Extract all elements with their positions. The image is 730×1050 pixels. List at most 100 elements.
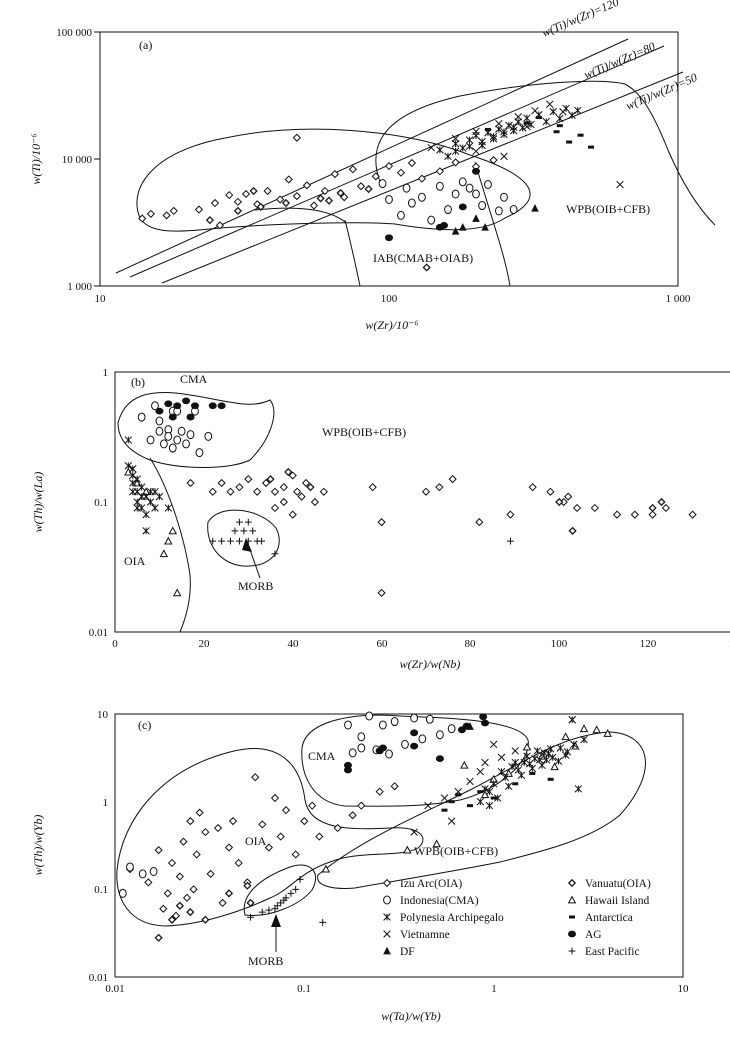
data-point-indonesia xyxy=(447,724,456,734)
data-point-ag xyxy=(164,400,173,408)
data-point-east-pacific xyxy=(236,537,243,545)
data-point-vanuatu xyxy=(336,188,345,198)
legend-entry-izu: Izu Arc(OIA) xyxy=(382,878,462,890)
data-point-izu xyxy=(390,782,399,791)
data-point-indonesia xyxy=(177,426,186,436)
data-point-izu xyxy=(396,168,406,177)
data-point-indonesia xyxy=(385,194,393,204)
legend-entry-east-pacific: East Pacific xyxy=(568,946,640,958)
data-point-izu xyxy=(340,193,349,202)
data-point-vietnam xyxy=(559,108,567,116)
data-point-izu xyxy=(226,487,235,496)
panel-a-xtick-2: 1 000 xyxy=(666,293,691,305)
data-point-polynesia xyxy=(556,114,564,123)
data-point-izu xyxy=(159,904,168,913)
data-point-izu xyxy=(371,172,380,181)
panel-a-ytick-0: 1 000 xyxy=(67,281,92,293)
data-point-df xyxy=(451,227,460,235)
legend-marker-izu xyxy=(382,878,392,888)
data-point-vanuatu xyxy=(175,901,184,910)
data-point-izu xyxy=(292,192,301,201)
data-point-izu xyxy=(564,492,573,501)
panel-c-letter: (c) xyxy=(138,718,151,732)
legend-entry-indonesia: Indonesia(CMA) xyxy=(383,895,479,907)
legend-entry-df: DF xyxy=(383,946,415,958)
data-point-izu xyxy=(276,832,285,841)
legend-symbol-df xyxy=(383,946,391,955)
data-point-indonesia xyxy=(451,189,460,199)
data-point-vanuatu xyxy=(364,184,373,194)
data-point-izu xyxy=(234,858,243,868)
data-point-izu xyxy=(241,189,251,199)
data-point-east-pacific xyxy=(227,537,234,545)
panel-a-xtick-0: 10 xyxy=(95,293,107,305)
data-point-east-pacific xyxy=(209,537,217,545)
data-point-indonesia xyxy=(407,198,416,208)
legend-entry-ag: AG xyxy=(568,929,602,941)
legend-label-antarctica: Antarctica xyxy=(585,912,633,924)
data-point-izu xyxy=(357,801,366,810)
data-point-izu xyxy=(171,911,181,920)
data-point-ag xyxy=(410,742,419,750)
data-point-izu xyxy=(144,878,153,887)
data-point-izu xyxy=(648,510,657,519)
data-point-indonesia xyxy=(173,435,182,445)
data-point-vietnam xyxy=(514,113,522,121)
data-point-izu xyxy=(281,806,291,815)
data-point-izu xyxy=(206,869,215,879)
data-point-ag xyxy=(186,413,195,421)
data-point-ag xyxy=(155,407,164,415)
data-point-polynesia xyxy=(509,123,518,131)
data-point-polynesia xyxy=(563,748,572,756)
data-point-indonesia xyxy=(390,717,399,727)
data-point-indonesia xyxy=(465,183,474,193)
data-point-izu xyxy=(210,198,220,208)
data-point-ag xyxy=(410,729,419,737)
legend-symbol-vietnam xyxy=(383,930,391,938)
panel-c-xtick-1: 0.1 xyxy=(297,983,311,995)
data-point-izu xyxy=(475,518,484,527)
data-point-indonesia xyxy=(344,720,352,730)
data-point-polynesia xyxy=(137,492,146,501)
data-point-indonesia xyxy=(397,210,405,220)
field-label-cma-b: CMA xyxy=(180,372,208,386)
data-point-vietnam xyxy=(427,143,435,152)
data-point-izu xyxy=(448,475,457,484)
data-point-ag xyxy=(343,766,352,774)
legend-symbol-hawaii xyxy=(567,895,577,904)
data-point-vietnam xyxy=(481,758,489,767)
data-point-vanuatu xyxy=(256,202,265,211)
data-point-indonesia xyxy=(458,177,467,187)
data-point-ag xyxy=(217,402,226,410)
data-point-izu xyxy=(435,167,444,176)
data-point-ag xyxy=(208,402,217,410)
data-point-izu xyxy=(182,893,192,902)
data-point-east-pacific xyxy=(271,550,279,558)
panel-b-xtick-7: 140 xyxy=(729,638,730,650)
data-point-ag xyxy=(440,222,449,229)
data-point-izu xyxy=(253,200,262,209)
data-point-antarctica xyxy=(556,124,563,128)
legend-symbol-izu xyxy=(382,878,392,888)
data-point-indonesia xyxy=(494,206,503,216)
data-point-antarctica xyxy=(547,777,554,781)
data-point-hawaii xyxy=(321,864,331,873)
data-point-vanuatu xyxy=(648,503,657,513)
panel-a-ytick-1: 10 000 xyxy=(62,154,93,166)
data-point-polynesia xyxy=(129,471,137,480)
data-point-hawaii xyxy=(592,725,601,734)
panel-a-letter: (a) xyxy=(139,38,152,52)
data-point-antarctica xyxy=(553,130,560,134)
data-point-polynesia xyxy=(489,780,498,788)
data-point-vanuatu xyxy=(284,467,293,477)
field-boundary-morb-b xyxy=(207,509,280,567)
data-point-vanuatu xyxy=(224,889,234,898)
data-point-indonesia xyxy=(138,869,147,879)
field-boundary-morb-c xyxy=(243,864,317,916)
data-point-indonesia xyxy=(182,439,190,449)
data-point-polynesia xyxy=(151,504,159,512)
data-point-polynesia xyxy=(508,763,516,771)
data-point-df xyxy=(458,223,467,231)
field-boundary-wpb-c xyxy=(317,731,646,889)
data-point-polynesia xyxy=(465,136,474,144)
